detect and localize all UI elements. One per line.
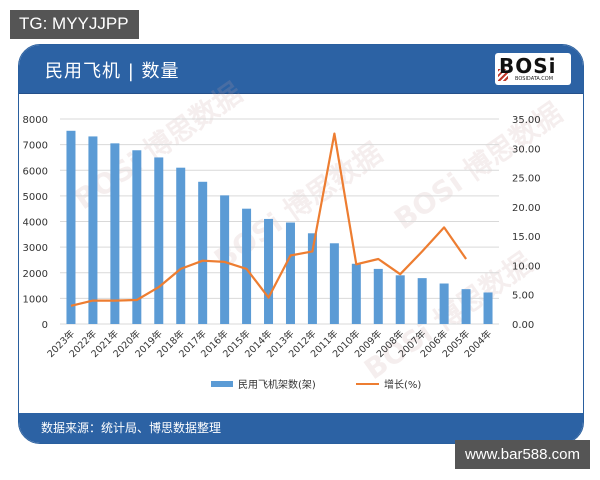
bar (351, 263, 361, 324)
bar (329, 243, 339, 324)
right-axis-tick: 35.00 (512, 115, 541, 126)
card-header: 民用飞机 | 数量 BOSi BOSIDATA.COM (19, 45, 583, 94)
legend-line-label: 增长(%) (384, 378, 421, 391)
left-axis-tick: 6000 (23, 166, 48, 177)
left-axis-tick: 5000 (23, 192, 48, 203)
logo-subtext: BOSIDATA.COM (515, 76, 554, 82)
legend-bar-label: 民用飞机架数(架) (238, 378, 316, 391)
left-axis-tick: 1000 (23, 294, 48, 305)
logo-stripe-icon (498, 69, 508, 81)
logo-text: BOSi (499, 54, 557, 78)
data-source: 数据来源：统计局、博思数据整理 (41, 421, 222, 435)
bar (88, 136, 98, 324)
bar (417, 278, 427, 324)
bar (154, 157, 164, 324)
right-axis-tick: 5.00 (512, 291, 534, 302)
right-axis-tick: 25.00 (512, 174, 541, 185)
chart-card: 民用飞机 | 数量 BOSi BOSIDATA.COM BOSi 博思数据 BO… (18, 44, 584, 444)
right-axis-tick: 20.00 (512, 203, 541, 214)
bar (461, 289, 471, 324)
bar (395, 275, 405, 324)
bar (439, 283, 449, 324)
chart-title: 民用飞机 | 数量 (45, 61, 180, 82)
left-axis-tick: 3000 (23, 243, 48, 254)
left-axis-tick: 0 (42, 320, 48, 331)
left-axis-tick: 8000 (23, 115, 48, 126)
left-axis-tick: 2000 (23, 269, 48, 280)
bar (198, 181, 208, 324)
tg-badge: TG: MYYJJPP (10, 10, 139, 39)
bar (66, 130, 76, 324)
bar (483, 292, 493, 324)
right-axis-tick: 30.00 (512, 144, 541, 155)
combo-chart: 0 1000 2000 3000 4000 5000 6000 7000 8000 0.00 5.0… (23, 115, 541, 391)
bar (242, 208, 252, 324)
bar (176, 167, 186, 324)
right-axis-tick: 0.00 (512, 320, 534, 331)
right-axis-tick: 10.00 (512, 261, 541, 272)
growth-line (70, 132, 468, 307)
card-footer: 数据来源：统计局、博思数据整理 (19, 413, 583, 443)
bar (132, 150, 142, 324)
bar (110, 143, 120, 324)
left-axis-tick: 7000 (23, 141, 48, 152)
bar (220, 195, 230, 324)
left-axis-tick: 4000 (23, 218, 48, 229)
legend-bar-swatch (211, 381, 233, 387)
site-badge: www.bar588.com (454, 440, 590, 469)
bar (307, 233, 317, 324)
bosi-logo: BOSi BOSIDATA.COM (495, 53, 571, 85)
bar (373, 268, 383, 324)
bar (264, 218, 274, 324)
right-axis-tick: 15.00 (512, 232, 541, 243)
bar (285, 222, 295, 324)
